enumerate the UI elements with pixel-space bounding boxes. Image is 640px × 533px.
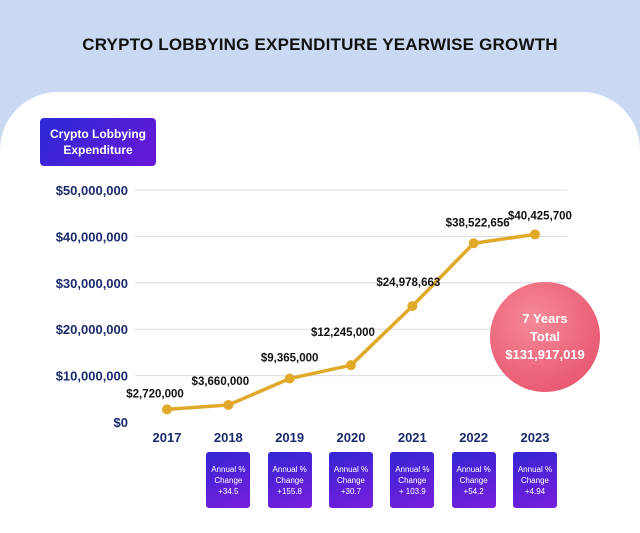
legend-label-line2: Expenditure: [63, 143, 133, 157]
y-tick-label: $30,000,000: [56, 276, 128, 291]
x-tick-label: 2021: [398, 430, 427, 445]
x-tick-label: 2023: [521, 430, 550, 445]
y-tick-label: $50,000,000: [56, 183, 128, 198]
annual-change-header: Annual %: [395, 464, 430, 474]
annual-change-header: Annual %: [456, 464, 491, 474]
annual-change-header: Change: [275, 475, 304, 485]
data-label: $3,660,000: [192, 376, 250, 388]
data-point: [529, 229, 540, 240]
annual-change-box: Annual % Change +30.7: [328, 452, 373, 508]
y-tick-label: $40,000,000: [56, 229, 128, 244]
annual-change-value: +4.94: [524, 486, 546, 496]
total-line2: Total: [529, 329, 561, 344]
annual-change-value: + 103.9: [398, 486, 426, 496]
annual-change-header: Annual %: [517, 464, 553, 474]
data-label: $9,365,000: [261, 353, 319, 365]
annual-change-header: Change: [520, 475, 549, 485]
y-tick-label: $0: [114, 415, 128, 430]
y-tick-label: $20,000,000: [56, 322, 128, 337]
total-badge: 7 Years Total $131,917,019: [490, 282, 600, 392]
data-label: $38,522,656: [446, 217, 510, 229]
annual-change-value: +155.8: [277, 486, 302, 496]
data-point: [284, 373, 295, 384]
total-line1: 7 Years: [522, 311, 568, 326]
x-tick-label: 2019: [275, 430, 304, 445]
x-tick-label: 2017: [153, 430, 182, 445]
annual-change-header: Change: [336, 475, 365, 485]
data-label: $2,720,000: [126, 388, 184, 400]
chart-title: CRYPTO LOBBYING EXPENDITURE YEARWISE GRO…: [82, 35, 558, 54]
annual-change-box: Annual % Change +34.5: [206, 452, 251, 508]
annual-change-box: Annual % Change +54.2: [451, 452, 496, 508]
annual-change-box: Annual % Change +155.8: [267, 452, 312, 508]
x-tick-label: 2022: [459, 430, 488, 445]
annual-change-value: +54.2: [463, 486, 484, 496]
legend-label-line1: Crypto Lobbying: [50, 127, 146, 141]
annual-change-value: +30.7: [340, 486, 362, 496]
data-point: [345, 360, 356, 371]
annual-change-header: Change: [459, 475, 488, 485]
data-label: $12,245,000: [311, 327, 375, 339]
data-label: $24,978,663: [376, 277, 440, 289]
annual-change-value: +34.5: [218, 486, 239, 496]
legend-badge: Crypto Lobbying Expenditure: [40, 118, 156, 166]
annual-change-header: Change: [214, 475, 243, 485]
data-point: [407, 301, 418, 312]
total-value: $131,917,019: [505, 347, 585, 362]
data-point: [223, 400, 234, 411]
data-point: [468, 238, 479, 249]
x-tick-label: 2018: [214, 430, 243, 445]
annual-change-header: Change: [398, 475, 427, 485]
annual-change-header: Annual %: [333, 464, 369, 474]
data-label: $40,425,700: [508, 210, 572, 222]
annual-change-box: Annual % Change +4.94: [512, 452, 557, 508]
x-tick-label: 2020: [337, 430, 366, 445]
y-tick-label: $10,000,000: [56, 369, 128, 384]
annual-change-header: Annual %: [211, 464, 246, 474]
data-point: [162, 404, 172, 415]
annual-change-box: Annual % Change + 103.9: [390, 452, 435, 508]
annual-change-header: Annual %: [272, 464, 307, 474]
